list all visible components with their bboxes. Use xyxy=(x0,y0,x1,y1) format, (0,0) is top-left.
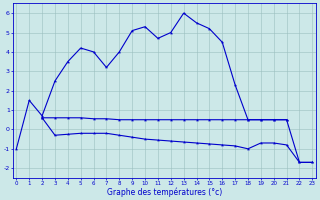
X-axis label: Graphe des températures (°c): Graphe des températures (°c) xyxy=(107,187,222,197)
